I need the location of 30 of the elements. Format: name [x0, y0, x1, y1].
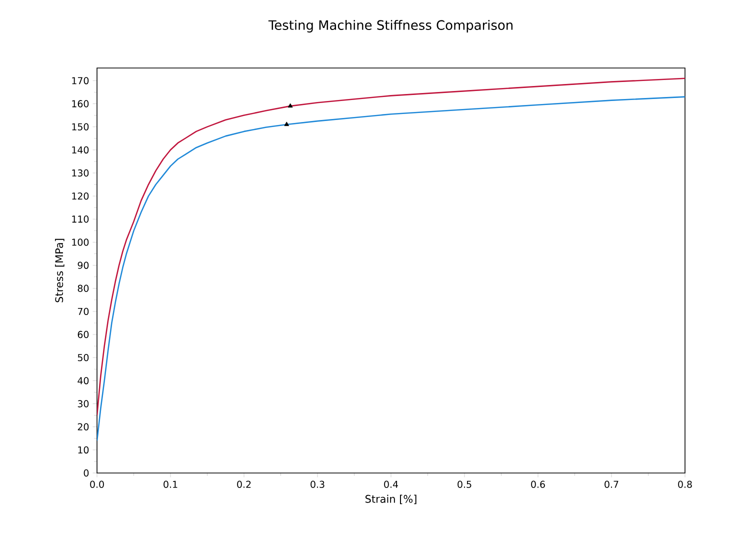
- y-tick-label: 50: [78, 354, 89, 362]
- y-tick-label: 90: [78, 262, 89, 269]
- y-tick-label: 120: [72, 192, 89, 200]
- x-tick-label: 0.5: [458, 480, 472, 488]
- chart-title: Testing Machine Stiffness Comparison: [268, 20, 512, 32]
- y-tick-label: 150: [72, 123, 89, 130]
- y-tick-label: 0: [84, 469, 89, 477]
- y-tick-label: 70: [78, 308, 89, 316]
- x-tick-label: 0.0: [90, 480, 104, 488]
- x-tick-label: 0.8: [678, 480, 692, 488]
- x-tick-label: 0.3: [310, 480, 324, 488]
- x-tick-label: 0.1: [164, 480, 178, 488]
- y-tick-label: 60: [78, 330, 89, 338]
- y-tick-label: 40: [78, 377, 89, 384]
- x-tick-label: 0.6: [531, 480, 545, 488]
- y-tick-label: 140: [72, 146, 89, 154]
- y-tick-label: 20: [78, 423, 89, 430]
- y-tick-label: 160: [72, 100, 89, 108]
- x-axis-title: Strain [%]: [365, 494, 416, 504]
- x-tick-label: 0.2: [237, 480, 251, 488]
- x-tick-label: 0.4: [384, 480, 398, 488]
- y-tick-label: 100: [72, 238, 89, 246]
- y-tick-label: 80: [78, 284, 89, 292]
- y-tick-label: 170: [72, 77, 89, 84]
- y-axis-title: Stress [MPa]: [55, 238, 64, 302]
- x-tick-label: 0.7: [604, 480, 618, 488]
- y-tick-label: 10: [78, 446, 89, 454]
- y-tick-label: 130: [72, 169, 89, 177]
- y-tick-label: 30: [78, 400, 89, 408]
- y-tick-label: 110: [72, 216, 89, 223]
